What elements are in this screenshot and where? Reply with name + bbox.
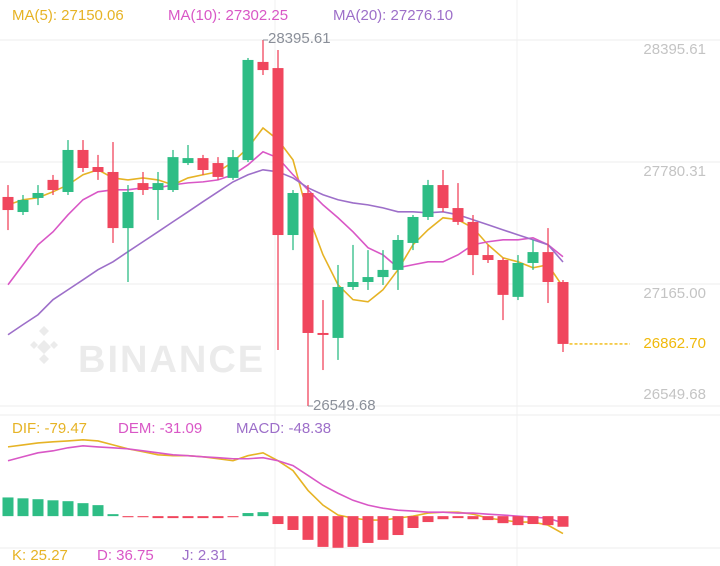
last-price-label: 26862.70 xyxy=(643,335,706,352)
legend-entry: J: 2.31 xyxy=(182,547,227,564)
macd-bar xyxy=(542,516,554,526)
candle-body xyxy=(47,179,59,191)
macd-bar xyxy=(377,516,389,540)
macd-bar xyxy=(497,516,509,524)
candle-body xyxy=(452,208,464,222)
macd-bar xyxy=(407,516,419,528)
candle-body xyxy=(17,199,29,213)
y-tick-label: 26549.68 xyxy=(643,386,706,403)
macd-bar xyxy=(302,516,314,540)
macd-bar xyxy=(197,516,209,519)
ma-line xyxy=(7,168,564,336)
macd-bar xyxy=(392,516,404,536)
macd-bar xyxy=(272,516,284,525)
macd-bar xyxy=(242,513,254,517)
candle-body xyxy=(332,286,344,338)
candle-body xyxy=(92,167,104,172)
macd-bar xyxy=(167,516,179,519)
macd-bar xyxy=(362,516,374,543)
candle-body xyxy=(407,216,419,243)
legend-entry: K: 25.27 xyxy=(12,547,68,564)
y-tick-label: 27780.31 xyxy=(643,163,706,180)
candle-body xyxy=(497,260,509,295)
macd-bar xyxy=(77,503,89,517)
candle-body xyxy=(2,196,14,211)
legend-entry: MA(20): 27276.10 xyxy=(333,7,453,24)
macd-bar xyxy=(2,497,14,517)
candle-body xyxy=(77,149,89,169)
candle-body xyxy=(152,183,164,191)
candle-body xyxy=(212,163,224,177)
candle-body xyxy=(182,158,194,164)
macd-bar xyxy=(212,516,224,519)
y-tick-label: 28395.61 xyxy=(643,41,706,58)
high-label: 28395.61 xyxy=(268,30,331,47)
candle-body xyxy=(317,332,329,335)
macd-bar xyxy=(122,516,134,518)
candle-body xyxy=(227,157,239,178)
low-label: 26549.68 xyxy=(313,397,376,414)
candle-body xyxy=(377,269,389,278)
candle-body xyxy=(482,255,494,261)
legend-entry: MACD: -48.38 xyxy=(236,420,331,437)
candle-body xyxy=(242,59,254,161)
candle-body xyxy=(32,192,44,198)
watermark-logo xyxy=(30,326,58,364)
macd-bar xyxy=(257,512,269,517)
macd-bar xyxy=(227,516,239,518)
macd-bar xyxy=(17,498,29,517)
macd-line xyxy=(7,444,564,524)
macd-bar xyxy=(332,516,344,548)
macd-bar xyxy=(317,516,329,547)
macd-bar xyxy=(482,516,494,521)
candle-body xyxy=(302,192,314,333)
candle-body xyxy=(512,262,524,297)
macd-bar xyxy=(527,516,539,525)
macd-bar xyxy=(47,500,59,517)
candle-body xyxy=(107,171,119,229)
macd-bar xyxy=(557,516,569,527)
candle-body xyxy=(62,149,74,192)
candle-body xyxy=(362,277,374,283)
legend-entry: D: 36.75 xyxy=(97,547,154,564)
macd-bar xyxy=(92,505,104,517)
candle-body xyxy=(347,282,359,287)
legend-entry: DIF: -79.47 xyxy=(12,420,87,437)
macd-bar xyxy=(107,514,119,517)
candle-body xyxy=(197,158,209,170)
legend-entry: MA(5): 27150.06 xyxy=(12,7,124,24)
macd-bar xyxy=(347,516,359,547)
candle-body xyxy=(167,157,179,191)
watermark: BINANCE xyxy=(78,339,265,381)
macd-bar xyxy=(437,516,449,520)
macd-bar xyxy=(62,501,74,517)
candle-body xyxy=(392,239,404,270)
candle-body xyxy=(287,192,299,236)
candle-body xyxy=(467,221,479,256)
macd-bar xyxy=(182,516,194,519)
macd-bar xyxy=(512,516,524,526)
legend-entry: DEM: -31.09 xyxy=(118,420,202,437)
candle-body xyxy=(122,191,134,229)
candle-body xyxy=(542,252,554,283)
candle-body xyxy=(527,252,539,263)
candle-body xyxy=(272,68,284,236)
candle-body xyxy=(437,185,449,209)
y-tick-label: 27165.00 xyxy=(643,285,706,302)
macd-bar xyxy=(137,516,149,518)
macd-bar xyxy=(467,516,479,520)
macd-bar xyxy=(422,516,434,523)
macd-bar xyxy=(152,516,164,519)
candle-body xyxy=(557,282,569,344)
macd-bar xyxy=(287,516,299,530)
candle-body xyxy=(422,185,434,217)
candle-body xyxy=(137,183,149,191)
legend-entry: MA(10): 27302.25 xyxy=(168,7,288,24)
macd-bar xyxy=(32,499,44,517)
macd-bar xyxy=(452,516,464,519)
candle-body xyxy=(257,61,269,71)
